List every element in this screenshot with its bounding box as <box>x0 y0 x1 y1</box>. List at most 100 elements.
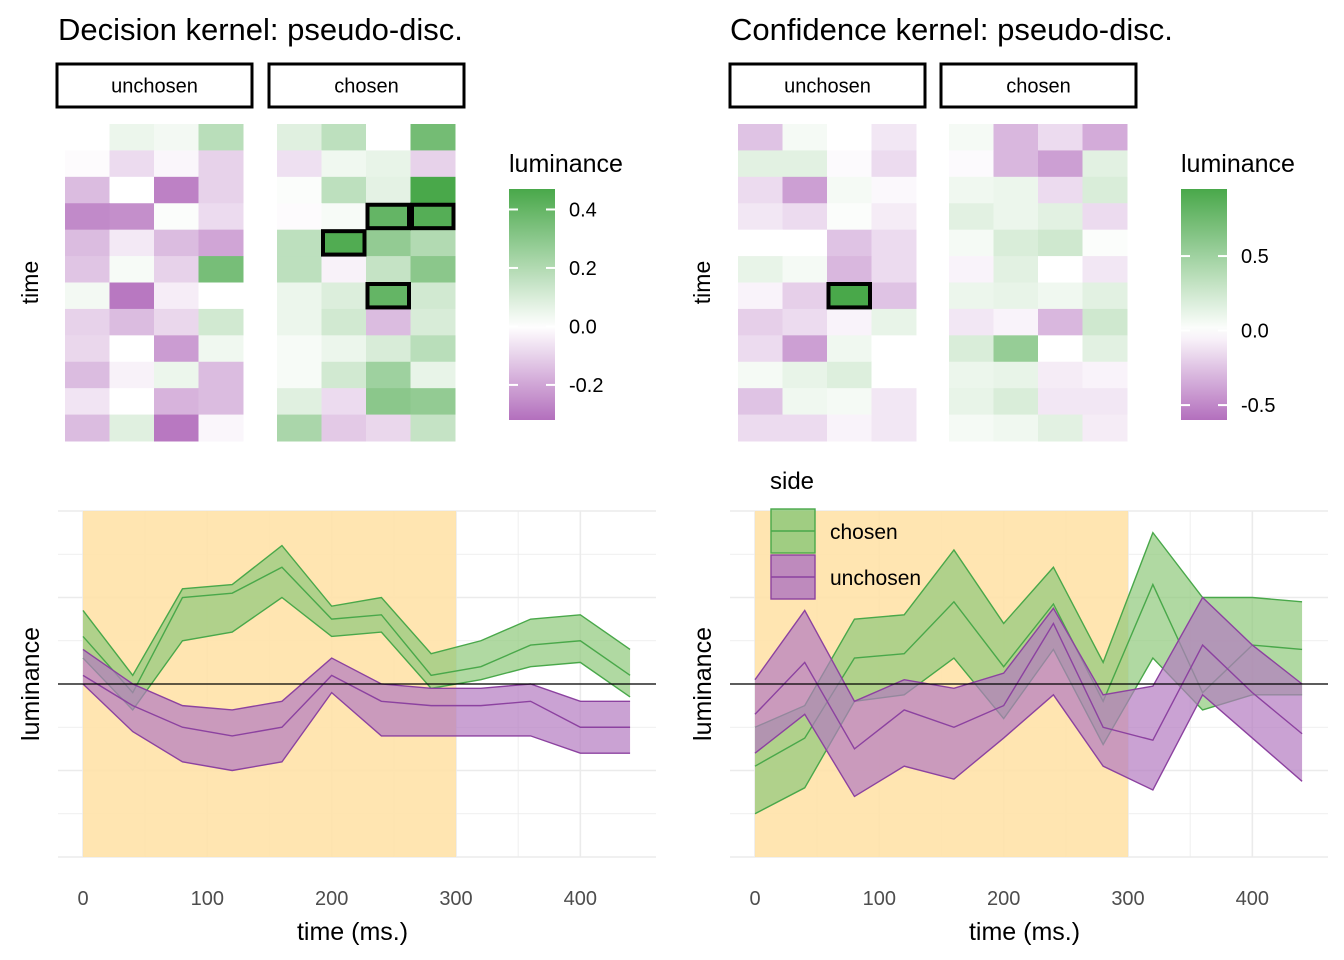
facet-strip <box>939 62 1138 109</box>
significant-cell-outline <box>365 202 411 231</box>
heatmap-cell <box>871 229 917 257</box>
heatmap-panel-unchosen: unchosen <box>55 62 254 442</box>
line-unchosen-lower <box>754 693 1303 798</box>
heatmap-cell <box>738 203 783 231</box>
heatmap-cell <box>277 361 322 389</box>
heatmap-cell <box>366 256 411 283</box>
heatmap-cell <box>827 124 872 151</box>
legend-tick-label: 0.5 <box>1241 246 1269 268</box>
x-axis-label: time (ms.) <box>969 918 1080 946</box>
heatmap-cell <box>1082 124 1128 151</box>
heatmap-cell <box>782 203 828 231</box>
heatmap-cell <box>871 388 917 416</box>
heatmap-cell <box>321 361 367 389</box>
heatmap-cell <box>109 150 155 178</box>
heatmap-cell <box>65 335 110 363</box>
x-tick-label: 300 <box>1111 888 1144 910</box>
y-axis-label: luminance <box>17 627 45 741</box>
legend-title: luminance <box>509 150 623 178</box>
heatmap-cell <box>1082 176 1128 204</box>
heatmap-cell <box>949 414 994 442</box>
heatmap-cell <box>738 308 783 336</box>
heatmap-cell <box>154 203 199 231</box>
heatmap-cell <box>827 203 872 231</box>
facet-label: chosen <box>334 76 399 98</box>
series-unchosen <box>82 648 631 772</box>
heatmap-cell <box>321 282 367 310</box>
heatmap-cell <box>1038 361 1083 389</box>
heatmap-cell <box>277 282 322 310</box>
heatmap-cell <box>871 335 917 363</box>
heatmap-cell <box>198 282 244 310</box>
heatmap-cell <box>65 308 110 336</box>
legend-tick-label: 0.4 <box>569 199 597 221</box>
heatmap-cell <box>871 282 917 310</box>
heatmap-cell <box>827 282 872 310</box>
legend-colorbar <box>509 189 555 420</box>
heatmap-cell <box>738 282 783 310</box>
legend-label-unchosen: unchosen <box>830 567 921 590</box>
heatmap-cell <box>277 335 322 363</box>
heatmap-cell <box>277 176 322 204</box>
heatmap-cell <box>1038 414 1083 442</box>
heatmap-cell <box>1038 308 1083 336</box>
heatmap-cell <box>410 203 456 231</box>
heatmap-cell <box>993 414 1039 442</box>
heatmap-cell <box>198 256 244 283</box>
heatmap-cell <box>109 124 155 151</box>
heatmap-cell <box>366 176 411 204</box>
heatmap-cell <box>1038 282 1083 310</box>
line-unchosen-upper <box>754 596 1303 703</box>
line-chosen-lower <box>82 596 631 712</box>
heatmap-cell <box>738 229 783 257</box>
heatmap-cell <box>366 203 411 231</box>
facet-label: unchosen <box>784 76 871 98</box>
side-legend: side chosen unchosen <box>770 468 921 600</box>
decision-lines: 0 100 200 300 400 time (ms.) luminance <box>17 510 656 946</box>
color-legend: luminance 0.5 0.0 -0.5 <box>1181 150 1295 420</box>
heatmap-cell <box>738 150 783 178</box>
heatmap-cell <box>949 203 994 231</box>
heatmap-cell <box>871 308 917 336</box>
heatmap-cell <box>65 282 110 310</box>
heatmap-cell <box>65 229 110 257</box>
heatmap-cell <box>109 388 155 416</box>
heatmap-cell <box>277 414 322 442</box>
heatmap-cell <box>1082 256 1128 283</box>
heatmap-cell <box>949 388 994 416</box>
heatmap-cell <box>993 229 1039 257</box>
heatmap-cell <box>782 150 828 178</box>
heatmap-cell <box>993 282 1039 310</box>
line-chosen-upper <box>82 544 631 677</box>
heatmap-cell <box>321 124 367 151</box>
heatmap-cell <box>738 335 783 363</box>
heatmap-cell <box>65 414 110 442</box>
heatmap-cell <box>109 282 155 310</box>
heatmap-cell <box>949 308 994 336</box>
heatmap-cell <box>782 414 828 442</box>
legend-label-chosen: chosen <box>830 521 898 544</box>
heatmap-cell <box>738 361 783 389</box>
heatmap-cell <box>321 229 367 257</box>
heatmap-cell <box>198 124 244 151</box>
heatmap-cell <box>827 176 872 204</box>
x-tick-label: 0 <box>749 888 760 910</box>
heatmap-cell <box>366 150 411 178</box>
heatmap-cell <box>1082 282 1128 310</box>
heatmap-cell <box>738 124 783 151</box>
heatmap-cell <box>1038 335 1083 363</box>
heatmap-cell <box>366 229 411 257</box>
heatmap-cell <box>198 150 244 178</box>
heatmap-cell <box>277 256 322 283</box>
heatmap-cell <box>993 150 1039 178</box>
decision-heatmap: Decision kernel: pseudo-disc. time unchose… <box>17 12 623 442</box>
heatmap-cell <box>871 150 917 178</box>
heatmap-cell <box>321 388 367 416</box>
legend-title: luminance <box>1181 150 1295 178</box>
heatmap-cell <box>993 124 1039 151</box>
heatmap-cell <box>738 176 783 204</box>
heatmap-cell <box>993 176 1039 204</box>
line-unchosen-lower <box>82 683 631 772</box>
y-axis-label: time <box>17 261 43 304</box>
